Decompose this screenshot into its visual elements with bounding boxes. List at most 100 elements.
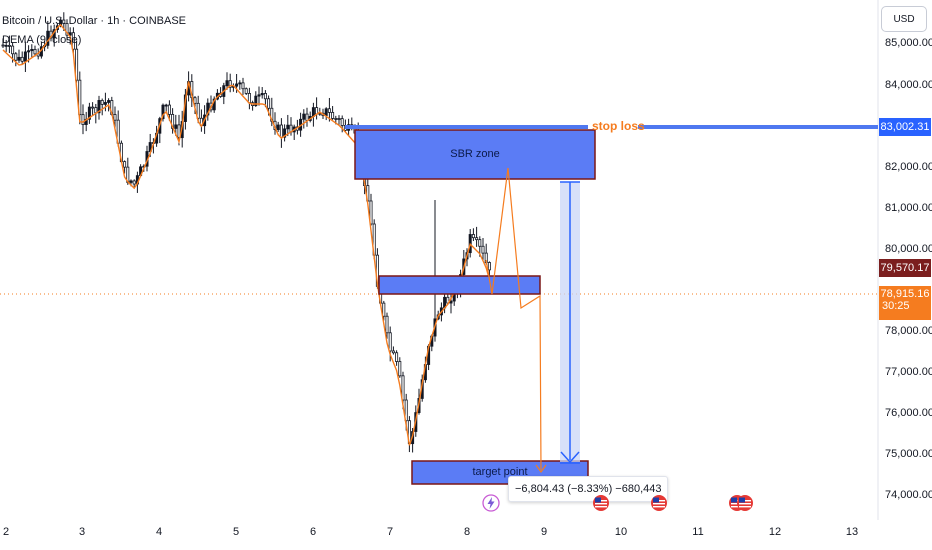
dema-price-tag: 79,570.17: [879, 259, 931, 277]
time-label: 7: [386, 526, 394, 538]
stop-loss-label[interactable]: stop loss: [592, 119, 645, 133]
candle-body: [1, 44, 5, 47]
candle-body: [103, 102, 107, 105]
candle-body: [94, 107, 98, 114]
candle-body: [235, 83, 239, 87]
candle-body: [401, 375, 405, 401]
candle-body: [385, 315, 389, 334]
candle-body: [286, 124, 290, 130]
candle-body: [283, 128, 287, 138]
candle-body: [391, 350, 395, 354]
lightning-icon[interactable]: [482, 494, 500, 512]
target-point-label[interactable]: target point: [472, 466, 528, 478]
candle-body: [404, 399, 408, 422]
candle-body: [260, 93, 264, 96]
candle-body: [395, 352, 399, 362]
candle-body: [161, 104, 165, 120]
retest-zone-box[interactable]: [378, 275, 541, 295]
candle-body: [263, 93, 267, 100]
candle-body: [305, 113, 309, 121]
candle-body: [20, 56, 24, 62]
candle-body: [206, 102, 210, 116]
candle-body: [33, 48, 37, 55]
candle-body: [23, 51, 27, 62]
candle-body: [398, 361, 402, 377]
candle-body: [7, 44, 11, 47]
candle-body: [279, 124, 283, 138]
candle-body: [487, 262, 491, 271]
candle-body: [123, 161, 127, 168]
candle-body: [71, 32, 75, 50]
time-label: 6: [309, 526, 317, 538]
candle-body: [27, 50, 31, 53]
sbr-zone-label[interactable]: SBR zone: [450, 148, 500, 160]
candle-body: [113, 114, 117, 121]
candle-body: [475, 237, 479, 241]
candle-body: [81, 114, 85, 125]
price-label: 77,000.00: [885, 366, 932, 378]
candle-body: [241, 82, 245, 90]
price-label: 81,000.00: [885, 202, 932, 214]
us-flag-icon[interactable]: [736, 494, 754, 512]
candle-body: [481, 245, 485, 254]
candle-body: [46, 30, 50, 46]
measure-readout: −6,804.43 (−8.33%) −680,443: [508, 476, 669, 502]
time-label: 2: [2, 526, 10, 538]
candle-body: [254, 95, 258, 107]
sbr-zone-box[interactable]: [354, 129, 596, 180]
price-label: 85,000.00: [885, 37, 932, 49]
price-range-measure-arrow: [560, 451, 580, 464]
candle-body: [369, 200, 373, 225]
price-label: 84,000.00: [885, 79, 932, 91]
candle-body: [193, 97, 197, 104]
indicator-title[interactable]: DEMA (9, close): [2, 34, 82, 46]
candle-body: [228, 80, 232, 88]
candle-body: [324, 108, 328, 116]
time-label: 8: [463, 526, 471, 538]
time-label: 3: [78, 526, 86, 538]
price-label: 75,000.00: [885, 448, 932, 460]
price-label: 76,000.00: [885, 407, 932, 419]
us-flag-icon[interactable]: [650, 494, 668, 512]
candle-body: [91, 106, 95, 109]
stop-loss-price-tag: 83,002.31: [879, 118, 931, 136]
price-label: 78,000.00: [885, 325, 932, 337]
time-label: 9: [540, 526, 548, 538]
candle-body: [247, 93, 251, 104]
candle-body: [196, 102, 200, 119]
projection-arrowhead: [535, 464, 547, 474]
candle-body: [164, 104, 168, 107]
price-label: 82,000.00: [885, 161, 932, 173]
candle-body: [257, 94, 261, 97]
candle-body: [100, 100, 104, 105]
candle-body: [471, 234, 475, 239]
candle-body: [382, 302, 386, 317]
last-price-tag: 78,915.16 30:25: [879, 286, 931, 320]
time-label: 5: [232, 526, 240, 538]
candle-body: [87, 106, 91, 120]
candle-body: [212, 98, 216, 111]
candle-body: [75, 48, 79, 81]
candle-body: [388, 332, 392, 352]
candle-body: [311, 107, 315, 117]
candle-body: [14, 53, 18, 61]
candle-body: [478, 239, 482, 247]
candle-body: [225, 80, 229, 87]
candle-body: [331, 112, 335, 119]
candle-body: [107, 100, 111, 103]
price-label: 80,000.00: [885, 243, 932, 255]
us-flag-icon[interactable]: [592, 494, 610, 512]
currency-button[interactable]: USD: [881, 6, 927, 32]
candle-body: [177, 124, 181, 139]
last-price-value: 78,915.16: [880, 288, 930, 300]
symbol-title[interactable]: Bitcoin / U.S. Dollar · 1h · COINBASE: [2, 15, 186, 27]
candle-body: [327, 108, 331, 113]
candle-body: [449, 300, 453, 304]
candle-body: [65, 23, 69, 36]
candle-body: [267, 98, 271, 109]
candle-body: [276, 124, 280, 130]
candle-body: [337, 118, 341, 120]
candle-body: [174, 124, 178, 129]
candle-body: [11, 45, 15, 55]
